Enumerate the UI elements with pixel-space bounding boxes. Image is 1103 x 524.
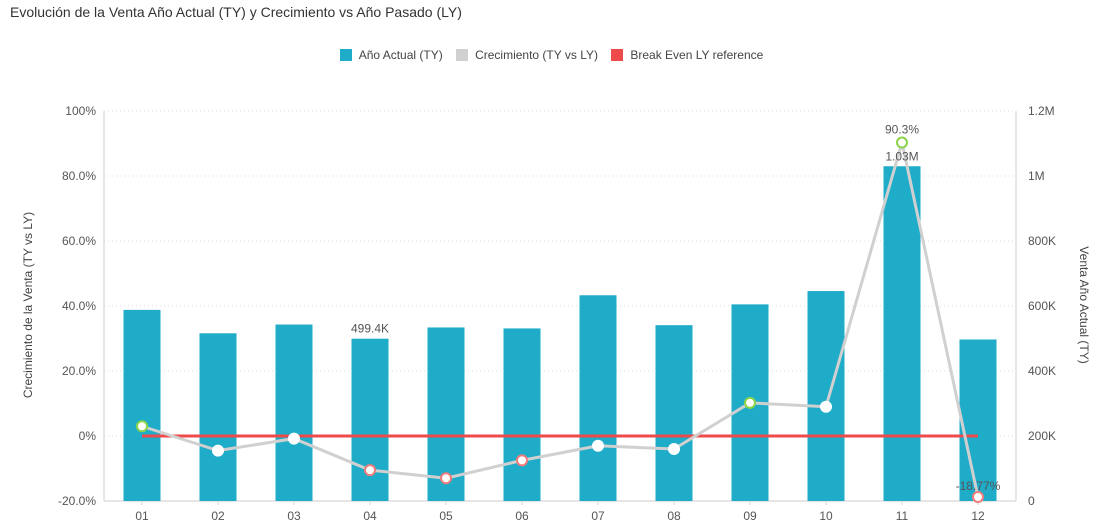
bar [351, 338, 389, 501]
y-axis-label-left: Crecimiento de la Venta (TY vs LY) [21, 212, 35, 398]
bar [579, 295, 617, 501]
bar [807, 291, 845, 501]
x-tick-label: 08 [667, 509, 681, 523]
legend-label-breakeven: Break Even LY reference [630, 48, 764, 62]
x-tick-label: 01 [135, 509, 149, 523]
legend-item-ty[interactable]: Año Actual (TY) [339, 48, 443, 62]
right-tick-label: 1.2M [1028, 104, 1055, 118]
right-tick-label: 0 [1028, 494, 1035, 508]
legend: Año Actual (TY) Crecimiento (TY vs LY) B… [0, 48, 1103, 64]
bar [199, 333, 237, 501]
bar [275, 324, 313, 501]
x-tick-label: 10 [819, 509, 833, 523]
legend-swatch-breakeven [611, 49, 624, 61]
x-tick-label: 03 [287, 509, 301, 523]
right-axis: 0 200K 400K 600K 800K 1M 1.2M [1015, 104, 1056, 508]
x-axis: 01 02 03 04 05 06 07 08 09 10 11 12 [104, 500, 1016, 523]
growth-point-fill [288, 433, 300, 445]
markers [136, 136, 984, 504]
growth-point-fill [212, 445, 224, 457]
x-tick-label: 06 [515, 509, 529, 523]
growth-line [141, 142, 980, 498]
right-tick-label: 600K [1028, 299, 1056, 313]
bar [883, 166, 921, 501]
x-tick-label: 04 [363, 509, 377, 523]
gridlines [104, 110, 1016, 437]
growth-point [136, 420, 148, 433]
data-label: -18.77% [956, 479, 1001, 493]
left-tick-label: 40.0% [62, 299, 96, 313]
right-tick-label: 200K [1028, 429, 1056, 443]
bar [427, 327, 465, 501]
growth-point-fill [592, 440, 604, 452]
legend-swatch-growth [456, 49, 469, 61]
legend-label-ty: Año Actual (TY) [358, 48, 443, 62]
left-tick-label: 20.0% [62, 364, 96, 378]
left-tick-label: 0% [79, 429, 97, 443]
growth-point-fill [820, 401, 832, 413]
x-tick-label: 11 [896, 509, 909, 523]
growth-point-fill [668, 443, 680, 455]
data-label: 1.03M [885, 149, 918, 163]
growth-point [744, 396, 756, 409]
growth-point [972, 491, 984, 504]
right-tick-label: 400K [1028, 364, 1056, 378]
left-tick-label: -20.0% [58, 494, 96, 508]
growth-point [364, 464, 376, 477]
x-tick-label: 12 [971, 509, 985, 523]
bar [123, 309, 161, 501]
left-axis: -20.0% 0% 20.0% 40.0% 60.0% 80.0% 100% [58, 104, 105, 508]
bar [503, 328, 541, 501]
data-label: 90.3% [885, 123, 919, 137]
x-tick-label: 05 [439, 509, 453, 523]
x-tick-label: 02 [211, 509, 225, 523]
growth-point [440, 472, 452, 485]
x-tick-label: 07 [591, 509, 605, 523]
lines [141, 142, 980, 498]
legend-item-growth[interactable]: Crecimiento (TY vs LY) [456, 48, 598, 62]
left-tick-label: 80.0% [62, 169, 96, 183]
growth-point [896, 136, 908, 149]
bar [655, 325, 693, 501]
right-tick-label: 1M [1028, 169, 1045, 183]
left-tick-label: 100% [65, 104, 96, 118]
x-tick-label: 09 [743, 509, 757, 523]
growth-point [516, 454, 528, 467]
legend-swatch-ty [339, 49, 352, 61]
left-tick-label: 60.0% [62, 234, 96, 248]
legend-label-growth: Crecimiento (TY vs LY) [475, 48, 598, 62]
chart-title: Evolución de la Venta Año Actual (TY) y … [10, 4, 462, 20]
right-tick-label: 800K [1028, 234, 1056, 248]
legend-item-breakeven[interactable]: Break Even LY reference [611, 48, 763, 62]
data-label: 499.4K [351, 322, 389, 336]
bars [123, 166, 997, 501]
bar [959, 339, 997, 501]
y-axis-label-right: Venta Año Actual (TY) [1077, 246, 1091, 363]
data-labels: 499.4K 1.03M 90.3% -18.77% [351, 123, 1001, 493]
